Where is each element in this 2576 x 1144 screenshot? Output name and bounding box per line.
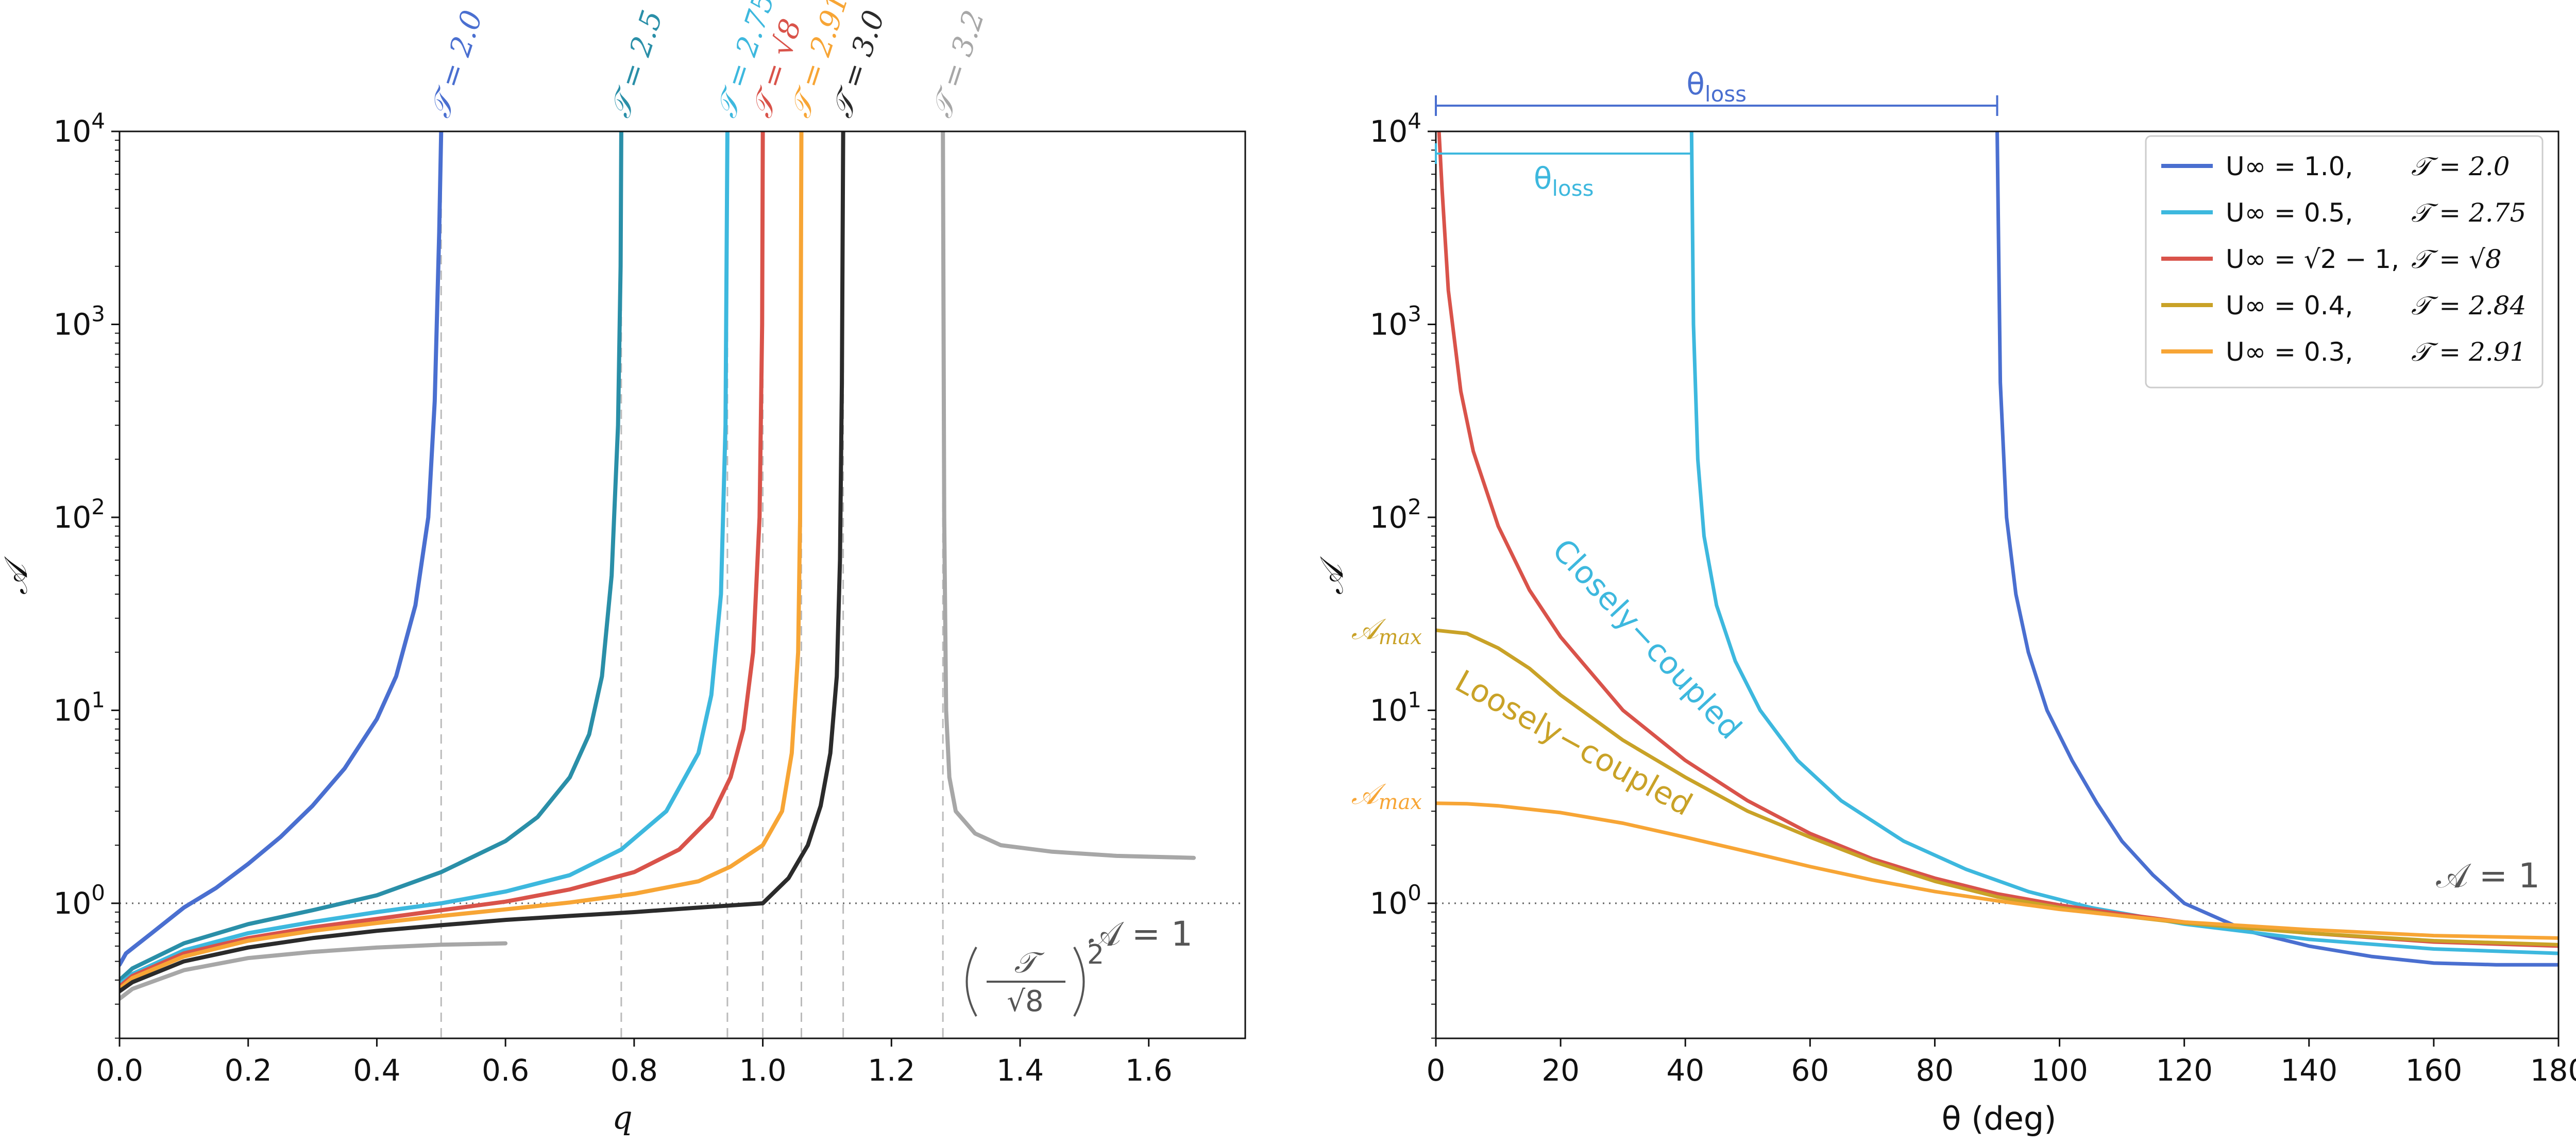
y-tick-label: 104 <box>53 108 105 149</box>
x-ticks: 0.0 0.2 0.4 0.6 0.8 1.0 1.2 1.4 1.6 <box>96 1038 1173 1088</box>
legend-entry: U∞ = 0.4, 𝒯 = 2.84 <box>2161 291 2526 321</box>
series-line-u-1-0 <box>1995 131 2558 967</box>
x-tick-label: 0.2 <box>225 1053 272 1088</box>
x-tick-label: 100 <box>2031 1053 2088 1088</box>
legend-u-label: U∞ = 0.4, <box>2226 291 2353 321</box>
series-line-u-0-3 <box>1436 801 2558 940</box>
series-group <box>1436 131 2558 967</box>
x-tick-label: 60 <box>1791 1053 1829 1088</box>
x-tick-label: 20 <box>1541 1053 1580 1088</box>
x-tick-label: 160 <box>2405 1053 2463 1088</box>
x-ticks: 0 20 40 60 80 100 120 140 160 180 <box>1427 1038 2576 1088</box>
y-tick-label: 102 <box>1369 494 1421 535</box>
y-tick-label: 100 <box>1369 880 1421 921</box>
series-line-8 <box>120 131 765 989</box>
x-tick-label: 180 <box>2530 1053 2576 1088</box>
theta-loss-brackets: θloss θloss <box>1435 66 1998 201</box>
series-line-branch-3-2 <box>941 131 1196 860</box>
x-tick-label: 1.6 <box>1125 1053 1173 1088</box>
series-group <box>120 131 1196 1001</box>
plot-frame <box>118 130 1246 1039</box>
reference-line-label: 𝒜 = 1 <box>1089 914 1193 954</box>
theta-loss-label: θloss <box>1534 161 1594 201</box>
x-tick-label: 0.4 <box>353 1053 400 1088</box>
x-tick-label: 0.6 <box>482 1053 529 1088</box>
legend-t-label: 𝒯 = 2.75 <box>2411 198 2526 228</box>
x-tick-label: 120 <box>2156 1053 2213 1088</box>
legend-t-label: 𝒯 = 2.0 <box>2411 152 2510 181</box>
legend-u-label: U∞ = 0.5, <box>2226 198 2353 228</box>
legend: U∞ = 1.0, 𝒯 = 2.0 U∞ = 0.5, 𝒯 = 2.75 U∞ = √2… <box>2145 135 2544 389</box>
series-line-2-91 <box>120 131 804 991</box>
legend-t-label: 𝒯 = 2.84 <box>2411 291 2526 321</box>
legend-entry: U∞ = √2 − 1, 𝒯 = √8 <box>2161 244 2502 274</box>
series-line-2-5 <box>120 131 623 982</box>
y-tick-label: 103 <box>1369 301 1421 342</box>
legend-entry: U∞ = 1.0, 𝒯 = 2.0 <box>2161 152 2510 181</box>
x-tick-label: 0 <box>1427 1053 1446 1088</box>
x-tick-label: 0.8 <box>611 1053 658 1088</box>
formula-denominator: √8 <box>1007 985 1043 1018</box>
reference-line-label: 𝒜 = 1 <box>2436 856 2540 896</box>
y-tick-label: 101 <box>1369 687 1421 728</box>
theta-loss-label: θloss <box>1686 66 1747 107</box>
legend-u-label: U∞ = 0.3, <box>2226 337 2353 367</box>
amax-label-1: 𝒜max <box>1351 613 1422 649</box>
x-axis-label: q <box>612 1099 633 1136</box>
series-line-2-0 <box>120 131 444 967</box>
x-tick-label: 1.4 <box>996 1053 1044 1088</box>
y-tick-label: 103 <box>53 301 105 342</box>
x-tick-label: 140 <box>2280 1053 2337 1088</box>
legend-t-label: 𝒯 = 2.91 <box>2411 337 2526 367</box>
x-tick-label: 1.2 <box>868 1053 915 1088</box>
x-axis-label: θ (deg) <box>1942 1100 2057 1137</box>
x-tick-label: 1.0 <box>739 1053 786 1088</box>
x-tick-label: 0.0 <box>96 1053 143 1088</box>
legend-u-label: U∞ = 1.0, <box>2226 152 2353 181</box>
legend-entry: U∞ = 0.3, 𝒯 = 2.91 <box>2161 337 2526 367</box>
x-tick-label: 40 <box>1666 1053 1704 1088</box>
theta-loss-bracket-inner: θloss <box>1435 143 1693 201</box>
y-tick-label: 100 <box>53 880 105 921</box>
x-tick-label: 80 <box>1916 1053 1954 1088</box>
series-line-u-0-5 <box>1689 131 2558 955</box>
y-ticks: 100 101 102 103 104 <box>1369 108 1436 1039</box>
legend-box <box>2145 135 2544 389</box>
legend-entry: U∞ = 0.5, 𝒯 = 2.75 <box>2161 198 2526 228</box>
y-tick-label: 102 <box>53 494 105 535</box>
y-tick-label: 104 <box>1369 108 1421 149</box>
legend-u-label: U∞ = √2 − 1, <box>2226 244 2399 274</box>
series-line-2-75 <box>120 131 730 987</box>
formula-power: 2 <box>1087 939 1104 970</box>
plot-frame <box>1435 130 2560 1039</box>
legend-t-label: 𝒯 = √8 <box>2411 244 2502 274</box>
theta-loss-bracket-top: θloss <box>1435 66 1998 116</box>
y-ticks: 100 101 102 103 104 <box>53 108 120 1039</box>
series-line-3-0 <box>120 131 845 994</box>
series-line-3-2 <box>120 941 508 1001</box>
y-tick-label: 101 <box>53 687 105 728</box>
